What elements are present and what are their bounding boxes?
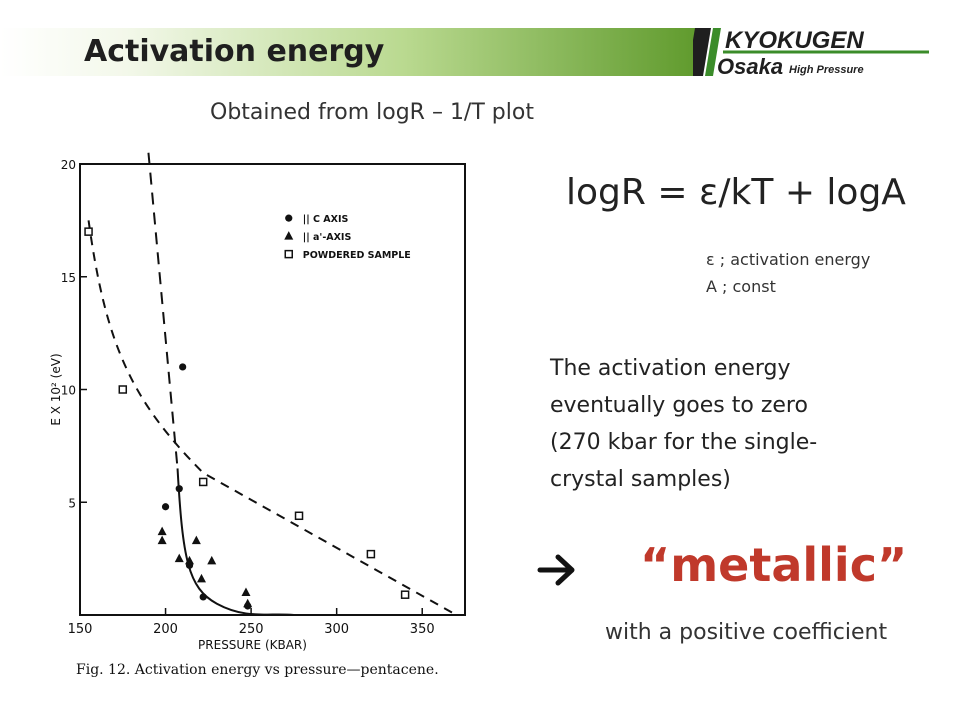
legend-marker-square xyxy=(284,249,294,259)
y-axis-label: E X 10² (eV) xyxy=(49,353,63,425)
powdered-point xyxy=(400,590,410,599)
x-tick-label: 350 xyxy=(410,622,435,637)
logo-sub: High Pressure xyxy=(789,64,864,76)
legend-marker-circle xyxy=(285,214,293,222)
subtitle: Obtained from logR – 1/T plot xyxy=(210,100,534,125)
figure-caption: Fig. 12. Activation energy vs pressure—p… xyxy=(76,662,439,678)
positive-coefficient-note: with a positive coefficient xyxy=(605,620,888,645)
x-tick-label: 150 xyxy=(68,622,93,637)
a-axis-point xyxy=(191,535,201,545)
a-axis-point xyxy=(207,555,217,565)
title-banner xyxy=(0,28,700,76)
y-tick-label: 10 xyxy=(61,384,76,398)
powdered-point xyxy=(118,385,128,394)
kyokugen-logo: KYOKUGEN Osaka High Pressure xyxy=(693,27,929,79)
legend-label: || C AXIS xyxy=(303,214,349,225)
definition-epsilon: ε ; activation energy xyxy=(706,250,871,269)
x-tick-label: 300 xyxy=(324,622,349,637)
powdered-point xyxy=(84,227,93,236)
definition-a: A ; const xyxy=(706,277,776,296)
a-axis-point xyxy=(157,526,167,536)
c-axis-point xyxy=(179,363,187,371)
c-axis-dashed-curve xyxy=(147,152,179,469)
description-line: (270 kbar for the single- xyxy=(550,430,818,455)
c-axis-solid-curve xyxy=(176,468,294,616)
logo-line1: KYOKUGEN xyxy=(725,27,864,54)
a-axis-point xyxy=(196,573,206,583)
logo-line2: Osaka xyxy=(717,54,783,79)
x-axis-label: PRESSURE (KBAR) xyxy=(198,638,307,652)
y-tick-label: 20 xyxy=(61,158,76,172)
powdered-point xyxy=(294,511,304,521)
c-axis-point xyxy=(175,485,183,493)
c-axis-point xyxy=(161,503,170,511)
x-tick-label: 250 xyxy=(239,622,264,637)
a-axis-point xyxy=(174,553,184,563)
y-tick-label: 15 xyxy=(61,271,76,285)
activation-energy-figure: 150 200 250 300 350 5 10 15 20 PRESSURE (KBAR) E X… xyxy=(40,150,480,690)
a-axis-point xyxy=(243,598,253,608)
c-axis-point xyxy=(199,593,207,601)
slide-title: Activation energy xyxy=(84,34,385,69)
a-axis-point xyxy=(157,535,167,545)
powdered-point xyxy=(366,549,376,559)
legend-marker-triangle xyxy=(284,231,294,240)
metallic-label: “metallic” xyxy=(640,538,908,592)
description-line: crystal samples) xyxy=(550,467,731,492)
powdered-dashed-curve xyxy=(87,220,457,616)
description-line: eventually goes to zero xyxy=(550,393,808,418)
a-axis-point xyxy=(241,587,251,596)
description: The activation energy eventually goes to… xyxy=(550,350,817,498)
x-tick-label: 200 xyxy=(153,622,178,637)
powdered-point xyxy=(198,477,208,487)
equation: logR = ε/kT + logA xyxy=(566,172,906,213)
a-axis-point xyxy=(185,555,195,565)
right-arrow-icon xyxy=(537,554,575,586)
description-line: The activation energy xyxy=(550,356,791,381)
legend-label: || a'-AXIS xyxy=(303,232,352,243)
y-tick-label: 5 xyxy=(68,496,76,510)
legend-label: POWDERED SAMPLE xyxy=(303,250,411,261)
